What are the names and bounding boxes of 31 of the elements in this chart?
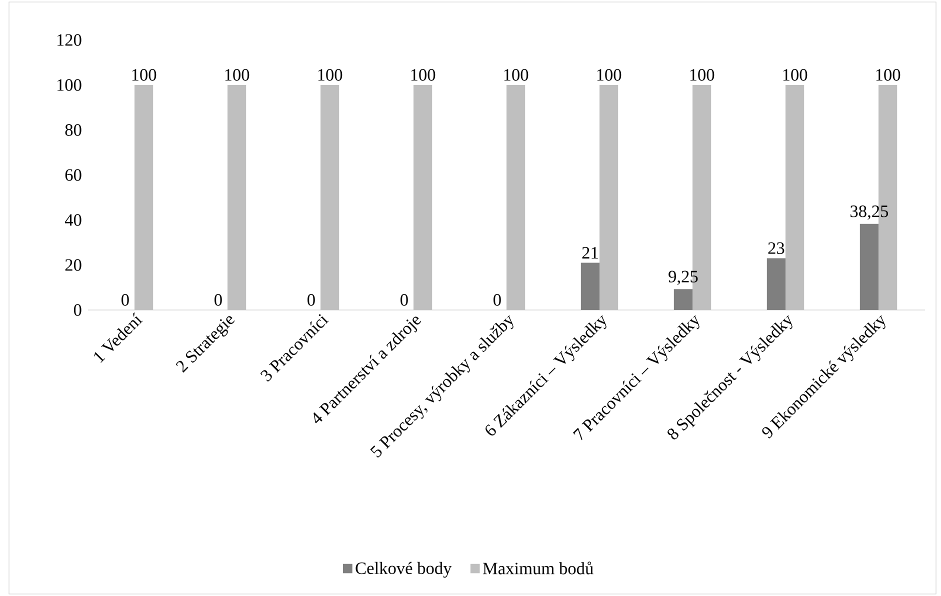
bar (580, 262, 600, 310)
y-tick-label: 20 (65, 259, 82, 271)
data-label: 23 (768, 242, 784, 254)
data-label: 100 (783, 69, 808, 81)
data-label: 100 (411, 69, 436, 81)
data-label: 100 (225, 69, 250, 81)
data-label: 0 (400, 294, 408, 306)
bar (860, 224, 879, 310)
data-label: 9,25 (668, 270, 698, 285)
data-label: 0 (308, 294, 315, 306)
data-label: 100 (504, 69, 528, 81)
legend-label: Celkové body (356, 562, 452, 578)
data-label: 0 (494, 294, 501, 306)
data-label: 21 (582, 247, 598, 258)
data-label: 0 (122, 294, 129, 306)
y-tick-label: 100 (57, 79, 82, 91)
data-label: 38,25 (850, 205, 888, 220)
data-label: 100 (318, 69, 342, 81)
y-tick-label: 120 (57, 34, 82, 46)
y-tick-label: 40 (64, 214, 82, 226)
bar (674, 289, 693, 310)
data-label: 0 (214, 294, 222, 306)
bar (766, 258, 786, 310)
data-label: 100 (597, 69, 622, 81)
data-label: 100 (132, 69, 156, 81)
data-label: 100 (876, 69, 900, 81)
y-tick-label: 60 (65, 169, 82, 181)
data-label: 100 (690, 69, 714, 81)
legend-label: Maximum bodů (482, 562, 594, 574)
y-tick-label: 80 (65, 124, 82, 136)
y-tick-label: 0 (74, 304, 82, 316)
